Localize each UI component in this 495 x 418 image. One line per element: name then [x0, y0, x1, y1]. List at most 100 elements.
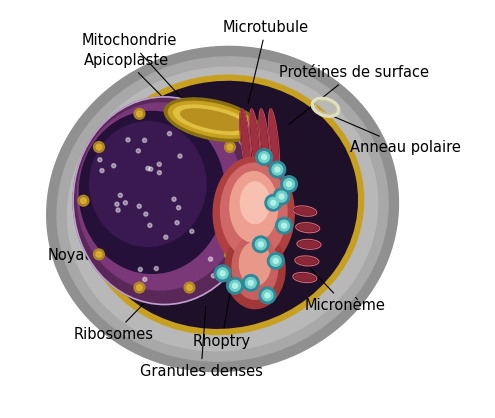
- Circle shape: [172, 197, 176, 201]
- Circle shape: [184, 282, 195, 293]
- Circle shape: [157, 162, 161, 166]
- Circle shape: [115, 202, 119, 206]
- Circle shape: [256, 149, 272, 166]
- Text: Micronème: Micronème: [301, 259, 386, 313]
- Circle shape: [255, 239, 266, 250]
- Circle shape: [211, 274, 215, 278]
- Circle shape: [246, 278, 256, 288]
- Ellipse shape: [67, 67, 378, 351]
- Circle shape: [225, 142, 235, 153]
- Circle shape: [225, 249, 235, 260]
- Ellipse shape: [298, 224, 318, 231]
- Ellipse shape: [241, 111, 250, 173]
- Circle shape: [187, 111, 193, 117]
- Ellipse shape: [259, 109, 270, 175]
- Circle shape: [123, 201, 127, 205]
- Circle shape: [144, 212, 148, 216]
- Circle shape: [259, 152, 269, 163]
- Ellipse shape: [295, 274, 315, 281]
- Circle shape: [243, 198, 248, 204]
- Circle shape: [214, 265, 231, 282]
- Ellipse shape: [240, 242, 271, 285]
- Circle shape: [154, 266, 158, 270]
- Circle shape: [137, 285, 143, 291]
- Circle shape: [279, 220, 290, 231]
- Circle shape: [230, 280, 241, 291]
- Circle shape: [272, 164, 283, 175]
- Ellipse shape: [241, 182, 269, 224]
- Circle shape: [243, 275, 259, 291]
- Circle shape: [81, 198, 87, 204]
- Circle shape: [218, 195, 222, 199]
- Circle shape: [94, 249, 104, 260]
- Circle shape: [270, 255, 281, 266]
- Circle shape: [137, 204, 141, 208]
- Ellipse shape: [293, 206, 317, 216]
- Circle shape: [276, 191, 287, 202]
- Circle shape: [268, 197, 279, 208]
- Circle shape: [233, 283, 238, 288]
- Circle shape: [96, 144, 102, 150]
- Circle shape: [227, 144, 233, 150]
- Circle shape: [275, 167, 280, 172]
- Circle shape: [190, 229, 194, 233]
- Circle shape: [111, 164, 116, 168]
- Text: Apicoplaste: Apicoplaste: [84, 53, 173, 107]
- Ellipse shape: [295, 207, 315, 215]
- Text: Protéines de surface: Protéines de surface: [279, 65, 429, 124]
- Circle shape: [175, 221, 179, 225]
- Circle shape: [178, 154, 182, 158]
- Circle shape: [273, 188, 290, 205]
- Circle shape: [271, 200, 276, 205]
- Ellipse shape: [174, 105, 251, 135]
- Ellipse shape: [297, 239, 321, 249]
- Ellipse shape: [220, 163, 287, 259]
- Circle shape: [262, 290, 273, 301]
- Circle shape: [177, 206, 181, 210]
- Ellipse shape: [77, 103, 244, 290]
- Circle shape: [94, 142, 104, 153]
- Ellipse shape: [268, 109, 280, 175]
- Ellipse shape: [295, 256, 319, 266]
- Circle shape: [269, 161, 286, 178]
- Circle shape: [137, 111, 143, 117]
- Ellipse shape: [250, 111, 259, 173]
- Ellipse shape: [297, 257, 317, 264]
- Ellipse shape: [296, 223, 320, 233]
- Circle shape: [248, 280, 253, 285]
- Circle shape: [148, 223, 152, 227]
- Circle shape: [134, 108, 145, 119]
- Circle shape: [148, 167, 153, 171]
- Circle shape: [262, 155, 267, 160]
- Circle shape: [282, 223, 287, 228]
- Circle shape: [252, 236, 269, 252]
- Circle shape: [227, 278, 244, 294]
- Circle shape: [187, 285, 193, 291]
- Text: Rhoptry: Rhoptry: [193, 291, 251, 349]
- Ellipse shape: [270, 111, 278, 173]
- Circle shape: [208, 257, 212, 261]
- Circle shape: [146, 166, 150, 171]
- Text: Microtubule: Microtubule: [223, 20, 309, 103]
- Text: Granules denses: Granules denses: [140, 306, 262, 379]
- Ellipse shape: [249, 109, 260, 175]
- Circle shape: [227, 252, 233, 257]
- Ellipse shape: [240, 109, 251, 175]
- Circle shape: [267, 252, 284, 269]
- Ellipse shape: [57, 57, 388, 361]
- Ellipse shape: [213, 157, 294, 269]
- Circle shape: [126, 138, 130, 142]
- Ellipse shape: [168, 102, 256, 138]
- Circle shape: [265, 293, 270, 298]
- Ellipse shape: [232, 235, 278, 299]
- Ellipse shape: [164, 98, 260, 142]
- Text: Noyau: Noyau: [48, 221, 123, 263]
- Ellipse shape: [73, 97, 256, 304]
- Circle shape: [240, 195, 251, 206]
- Ellipse shape: [84, 78, 361, 332]
- Text: Mitochondrie: Mitochondrie: [82, 33, 196, 114]
- Circle shape: [276, 217, 293, 234]
- Circle shape: [281, 176, 297, 192]
- Circle shape: [167, 132, 172, 136]
- Ellipse shape: [260, 111, 269, 173]
